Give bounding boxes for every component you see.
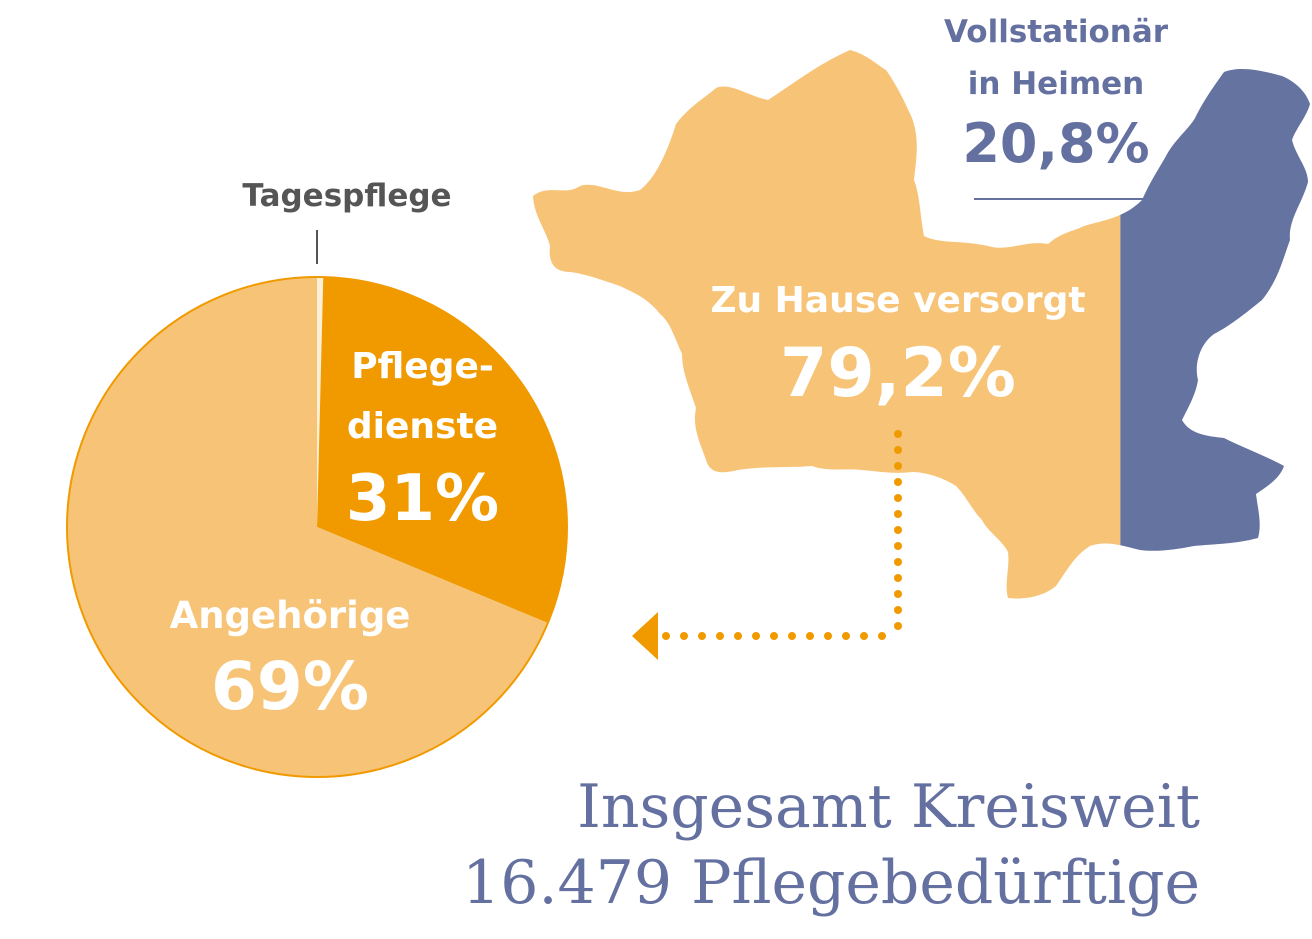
connector-dot — [698, 632, 706, 640]
connector-dot — [894, 622, 902, 630]
connector-dot — [734, 632, 742, 640]
pie-slice-pflegedienste — [317, 277, 568, 624]
connector-dot — [878, 632, 886, 640]
connector-dot — [894, 510, 902, 518]
connector-dot — [662, 632, 670, 640]
connector-dot — [770, 632, 778, 640]
connector-dot — [716, 632, 724, 640]
connector-dot — [752, 632, 760, 640]
pflegedienste-label-line2: dienste — [346, 406, 499, 447]
heime-label-line2: in Heimen — [967, 66, 1145, 102]
home-value: 79,2% — [780, 334, 1016, 413]
pflegedienste-label-line1: Pflege- — [351, 346, 494, 387]
connector-dot — [824, 632, 832, 640]
pie-outline — [66, 276, 568, 778]
connector-dot — [894, 430, 902, 438]
connector-dot — [788, 632, 796, 640]
footer-line2: 16.479 Pflegebedürftige — [462, 848, 1200, 918]
connector-dot — [894, 446, 902, 454]
pflegedienste-value: 31% — [345, 462, 500, 536]
connector-dot — [680, 632, 688, 640]
footer-line1: Insgesamt Kreisweit — [577, 772, 1200, 842]
connector-dot — [894, 574, 902, 582]
arrow-head — [632, 612, 658, 660]
heime-label-line1: Vollstationär — [943, 14, 1169, 50]
pie-chart — [66, 276, 568, 778]
pie-slice-tagespflege — [317, 277, 324, 527]
connector-dot — [860, 632, 868, 640]
connector-dot — [894, 462, 902, 470]
connector-dot — [894, 606, 902, 614]
connector-dot — [842, 632, 850, 640]
connector-dot — [894, 542, 902, 550]
connector-dot — [894, 590, 902, 598]
tagespflege-label: Tagespflege — [242, 178, 452, 214]
connector-dot — [894, 478, 902, 486]
connector-dot — [894, 494, 902, 502]
home-label: Zu Hause versorgt — [710, 280, 1086, 321]
connector-dot — [894, 526, 902, 534]
connector-dot — [806, 632, 814, 640]
pie-slice-angehoerige — [67, 277, 548, 777]
angehoerige-label: Angehörige — [169, 594, 411, 637]
connector-arrow — [662, 430, 902, 640]
heime-value: 20,8% — [962, 112, 1150, 175]
connector-dot — [894, 558, 902, 566]
angehoerige-value: 69% — [211, 648, 369, 725]
